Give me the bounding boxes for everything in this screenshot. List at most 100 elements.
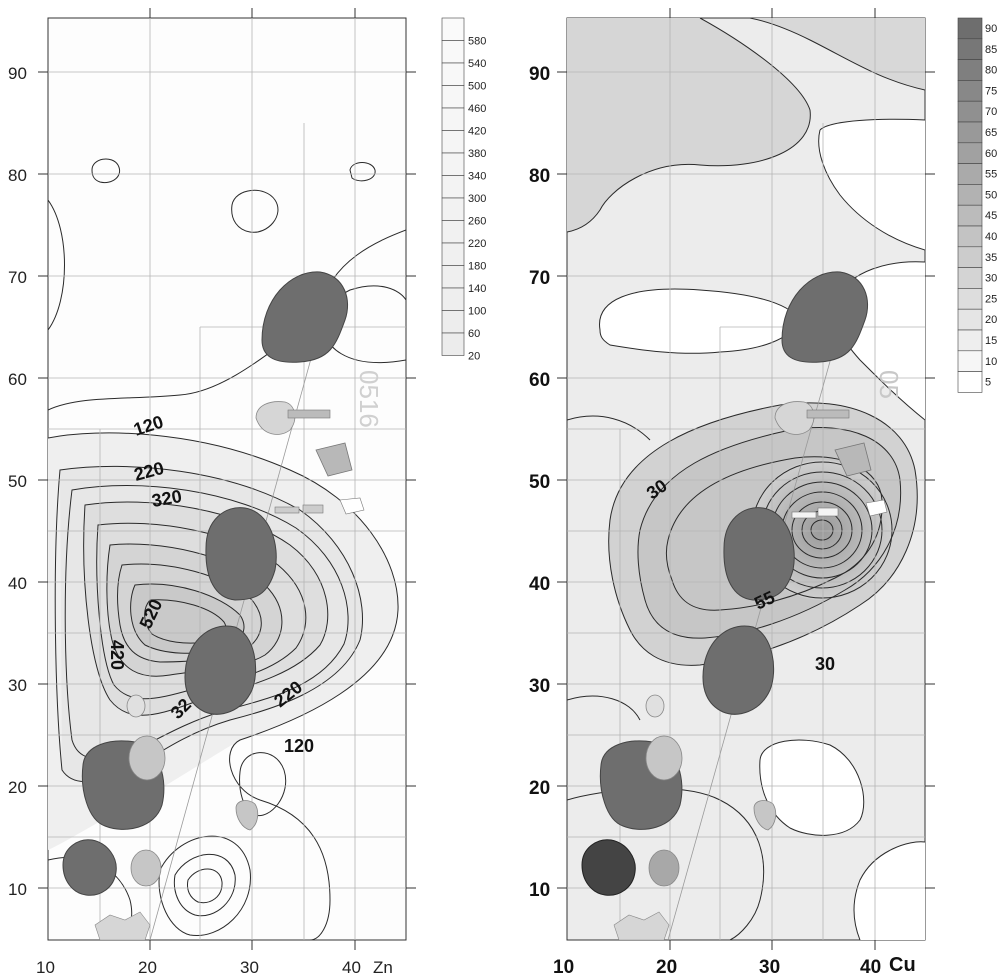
zn-x-axis: 10 20 30 40 Zn [36, 958, 393, 977]
zn-contour-line [48, 199, 65, 331]
legend-label: 380 [468, 148, 486, 160]
legend-label: 20 [468, 351, 480, 363]
zn-contour-line [187, 868, 223, 904]
zn-survey-line [149, 289, 331, 940]
legend-swatch [957, 329, 983, 352]
legend-label: 50 [985, 189, 997, 201]
legend-swatch [441, 332, 465, 356]
zn-y-tick: 10 [8, 880, 27, 899]
legend-label: 20 [985, 314, 997, 326]
cu-contour-fill [599, 289, 800, 354]
cu-legend: 90 85 80 75 70 65 60 55 50 45 40 35 30 25 20 15 10 5 [957, 17, 997, 393]
legend-label: 45 [985, 210, 997, 222]
legend-swatch [957, 371, 983, 393]
legend-label: 340 [468, 171, 486, 183]
cu-survey-line [667, 289, 851, 940]
cu-y-tick: 20 [529, 778, 550, 799]
legend-swatch [441, 152, 465, 176]
legend-swatch [957, 121, 983, 144]
legend-label: 100 [468, 306, 486, 318]
zn-contour-line [231, 189, 279, 233]
legend-swatch [957, 246, 983, 268]
zn-y-tick: 20 [8, 778, 27, 797]
zn-contour-line [349, 162, 376, 182]
zn-y-tick: 80 [8, 166, 27, 185]
cu-x-tick: 20 [656, 957, 677, 977]
cu-contour-line [749, 18, 925, 91]
cu-feature-light [753, 800, 777, 831]
cu-feature-light [834, 442, 872, 477]
zn-feature-light [128, 735, 166, 781]
cu-feature-dark [781, 271, 869, 363]
cu-y-tick: 50 [529, 472, 550, 493]
cu-y-tick: 30 [529, 676, 550, 697]
zn-y-tick: 30 [8, 676, 27, 695]
cu-contour-fill [854, 841, 925, 940]
cu-y-tick: 10 [529, 880, 550, 901]
legend-label: 60 [468, 328, 480, 340]
cu-contour-line [637, 426, 902, 639]
cu-contour-line [567, 18, 811, 233]
legend-swatch [957, 204, 983, 227]
zn-contour-line [173, 853, 236, 917]
cu-contour-line [567, 695, 641, 721]
cu-contour-fill [567, 18, 925, 90]
legend-swatch [441, 175, 465, 199]
legend-label: 460 [468, 103, 486, 115]
legend-swatch [957, 59, 983, 81]
legend-swatch [441, 287, 465, 311]
legend-swatch [957, 80, 983, 102]
zn-contour-line [158, 835, 251, 937]
legend-label: 300 [468, 193, 486, 205]
legend-swatch [957, 267, 983, 289]
legend-label: 80 [985, 65, 997, 77]
zn-y-tick: 50 [8, 472, 27, 491]
cu-contour-line [791, 501, 853, 559]
legend-swatch [957, 163, 983, 185]
legend-label: 140 [468, 283, 486, 295]
cu-contour-line [608, 402, 918, 666]
cu-x-tick: 10 [553, 957, 574, 977]
legend-label: 90 [985, 23, 997, 35]
legend-swatch [441, 85, 465, 109]
cu-panel: 05 [529, 8, 997, 977]
cu-feature-light [645, 694, 665, 718]
zn-feature-light [130, 849, 162, 887]
zn-contour-field: 0516 [48, 18, 406, 940]
cu-x-tick: 40 [860, 957, 881, 977]
zn-x-tick: 10 [36, 958, 55, 977]
cu-y-tick: 90 [529, 64, 550, 85]
legend-label: 540 [468, 58, 486, 70]
cu-contour-fill [818, 119, 925, 250]
cu-element-label: Cu [889, 954, 916, 976]
legend-label: 180 [468, 261, 486, 273]
zn-feature-light [94, 911, 151, 940]
zn-y-tick: 70 [8, 268, 27, 287]
zn-contour-line [48, 432, 399, 940]
legend-swatch [957, 225, 983, 248]
legend-swatch [441, 242, 465, 266]
legend-swatch [957, 308, 983, 331]
cu-contour-line [853, 841, 925, 940]
zn-feature-light [235, 800, 259, 831]
legend-label: 10 [985, 356, 997, 368]
zn-frame-ticks [38, 8, 416, 950]
cu-y-tick: 70 [529, 268, 550, 289]
cu-feature-dark [581, 839, 636, 896]
zn-y-tick: 60 [8, 370, 27, 389]
legend-swatch [957, 100, 983, 123]
cu-feature-light [865, 499, 888, 517]
legend-swatch [441, 265, 465, 289]
legend-label: 65 [985, 127, 997, 139]
legend-swatch [441, 107, 465, 131]
legend-label: 25 [985, 293, 997, 305]
zn-contour-line [91, 158, 120, 184]
zn-feature-dark [261, 271, 349, 363]
zn-feature-light [302, 504, 324, 514]
legend-swatch [441, 40, 465, 64]
cu-y-tick: 60 [529, 370, 550, 391]
zn-contour-label: 120 [284, 736, 314, 756]
zn-legend: 580 540 500 460 420 380 340 300 260 220 180 140 100 6… [441, 17, 486, 363]
legend-swatch [957, 288, 983, 310]
